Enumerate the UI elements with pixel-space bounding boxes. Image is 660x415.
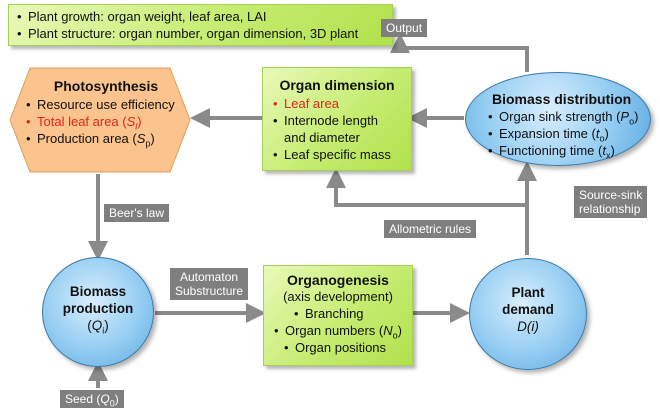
photosynthesis-title: Photosynthesis bbox=[53, 78, 159, 94]
organ-dimension-title: Organ dimension bbox=[279, 77, 395, 93]
automaton-label: Automaton Substructure bbox=[170, 268, 249, 300]
organ-dimension-box: Organ dimension Leaf area Internode leng… bbox=[262, 67, 412, 171]
arrow-to-output bbox=[390, 33, 529, 72]
organogenesis-item-positions: Organ positions bbox=[284, 339, 402, 356]
organogenesis-item-numbers: Organ numbers (No) bbox=[274, 322, 402, 340]
organ-dimension-item-specific-mass: Leaf specific mass bbox=[273, 146, 401, 163]
biomass-distribution-item-functioning: Functioning time (tx) bbox=[488, 142, 650, 160]
seed-label: Seed (Q0) bbox=[60, 390, 124, 408]
biomass-distribution-ellipse: Biomass distribution Organ sink strength… bbox=[465, 72, 651, 166]
allometric-rules-label: Allometric rules bbox=[384, 220, 477, 238]
source-sink-label: Source-sink relationship bbox=[574, 186, 648, 218]
organogenesis-title: Organogenesis bbox=[287, 272, 389, 288]
arrow-allometric-to-dimension bbox=[326, 168, 527, 207]
biomass-production-line2: production bbox=[62, 301, 134, 316]
organ-dimension-item-internode: Internode length and diameter bbox=[273, 112, 401, 146]
organogenesis-item-branching: Branching bbox=[294, 305, 402, 322]
plant-demand-line1: Plant bbox=[511, 285, 545, 300]
photosynthesis-item-leaf-area: Total leaf area (Sl) bbox=[26, 113, 186, 131]
plant-demand-line2: demand bbox=[502, 302, 554, 317]
output-growth-item: Plant growth: organ weight, leaf area, L… bbox=[17, 8, 384, 25]
biomass-distribution-item-sink: Organ sink strength (Po) bbox=[488, 108, 650, 126]
photosynthesis-item-production-area: Production area (Sp) bbox=[26, 130, 186, 148]
plant-demand-symbol: D(i) bbox=[517, 319, 539, 334]
biomass-production-line1: Biomass bbox=[69, 284, 127, 299]
biomass-production-circle: Biomass production (Qi) bbox=[42, 257, 154, 367]
photosynthesis-box: Photosynthesis Resource use efficiency T… bbox=[26, 78, 186, 168]
biomass-production-symbol: (Qi) bbox=[87, 318, 109, 336]
plant-demand-circle: Plant demand D(i) bbox=[469, 258, 587, 370]
biomass-distribution-item-expansion: Expansion time (to) bbox=[488, 125, 650, 143]
organogenesis-box: Organogenesis (axis development) Branchi… bbox=[263, 265, 413, 366]
output-summary-box: Plant growth: organ weight, leaf area, L… bbox=[8, 4, 393, 46]
photosynthesis-item-rue: Resource use efficiency bbox=[26, 96, 186, 113]
organ-dimension-item-leaf-area: Leaf area bbox=[273, 95, 401, 112]
beers-law-label: Beer's law bbox=[104, 204, 169, 222]
biomass-distribution-title: Biomass distribution bbox=[492, 91, 632, 107]
organogenesis-subtitle: (axis development) bbox=[283, 289, 393, 304]
output-structure-item: Plant structure: organ number, organ dim… bbox=[17, 25, 384, 42]
output-label: Output bbox=[381, 19, 428, 37]
